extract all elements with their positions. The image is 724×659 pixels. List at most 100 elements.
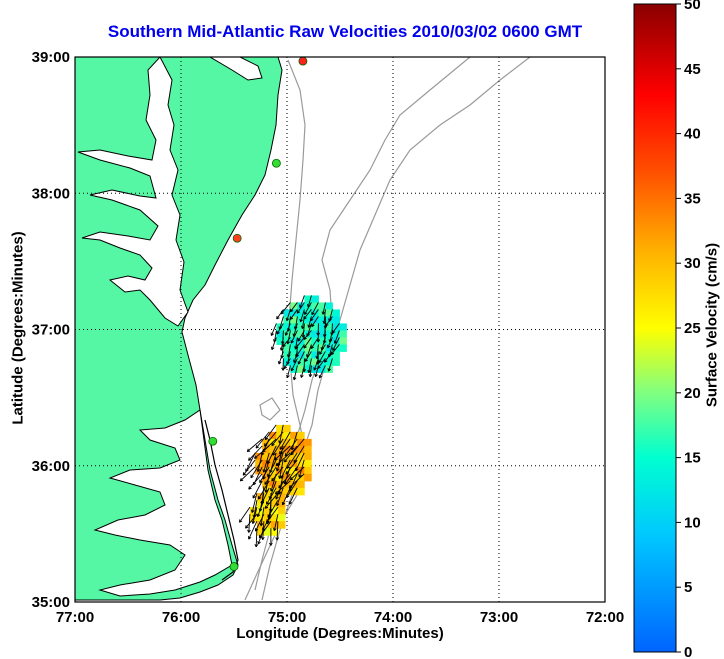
velocity-cell [339, 330, 347, 338]
vector-head [325, 322, 329, 327]
velocity-cell [270, 500, 279, 508]
velocity-cell [263, 493, 272, 501]
velocity-cell [304, 466, 312, 475]
velocity-vector [329, 330, 333, 343]
vector-head [300, 374, 304, 378]
velocity-cell [304, 473, 312, 482]
colorbar-tick-label: 15 [684, 450, 701, 467]
velocity-cell [332, 330, 340, 338]
station-marker[interactable] [298, 56, 308, 66]
station-marker[interactable] [271, 158, 281, 168]
velocity-vector [286, 480, 298, 498]
velocity-vector [276, 521, 279, 541]
x-tick-label: 75:00 [268, 609, 306, 626]
velocity-vector [278, 473, 291, 489]
vector-head [289, 308, 294, 313]
velocity-vector [257, 452, 263, 472]
velocity-vector [280, 302, 291, 315]
colorbar-tick-label: 25 [684, 320, 701, 337]
velocity-vector [279, 316, 284, 330]
vector-head [264, 489, 268, 493]
velocity-vector [239, 466, 256, 482]
velocity-cell [304, 337, 312, 345]
colorbar-tick-label: 10 [684, 514, 701, 531]
velocity-cell [283, 466, 291, 475]
velocity-cell [297, 309, 305, 317]
velocity-cell [325, 309, 333, 317]
velocity-vector [266, 487, 277, 505]
velocity-vector [306, 344, 312, 358]
vector-head [303, 345, 307, 349]
velocity-vector [287, 330, 291, 345]
velocity-vector [295, 452, 305, 472]
velocity-cell [269, 466, 277, 475]
velocity-vector [286, 365, 291, 378]
vector-head [266, 501, 270, 505]
velocity-cell [311, 337, 319, 345]
velocity-vector [263, 452, 270, 473]
vector-head [332, 329, 336, 334]
velocity-cell [290, 452, 298, 461]
velocity-cell [339, 323, 347, 331]
vector-head [276, 315, 280, 320]
station-marker[interactable] [232, 233, 242, 243]
velocity-cell [311, 344, 319, 352]
velocity-cell [277, 493, 286, 501]
velocity-vector [264, 492, 279, 509]
velocity-cell [325, 344, 333, 352]
velocity-cell [318, 302, 326, 310]
map-title: Southern Mid-Atlantic Raw Velocities 201… [107, 22, 583, 41]
velocity-vector [278, 351, 284, 365]
velocity-cell [318, 365, 326, 373]
velocity-cell [263, 521, 272, 529]
vector-head [288, 501, 293, 505]
vector-head [273, 527, 277, 531]
velocity-cell [269, 445, 277, 454]
velocity-vector [303, 309, 312, 320]
vector-head [257, 540, 261, 545]
velocity-cell [277, 521, 286, 529]
velocity-cell [290, 473, 298, 482]
velocity-vector [248, 473, 263, 490]
vector-head [294, 345, 299, 350]
velocity-vector [258, 520, 272, 539]
velocity-vector [273, 514, 279, 531]
vector-head [284, 458, 288, 463]
velocity-vector [293, 365, 298, 380]
velocity-cell [269, 452, 277, 461]
velocity-vector [297, 351, 305, 365]
velocity-cell [318, 351, 326, 359]
velocity-vector [308, 358, 312, 373]
velocity-vector [288, 487, 298, 505]
velocity-cell [283, 438, 291, 447]
velocity-vector [264, 466, 277, 485]
velocity-cell [297, 452, 305, 461]
station-marker[interactable] [229, 562, 239, 571]
colorbar-tick-label: 35 [684, 190, 701, 207]
velocity-vector [276, 309, 284, 320]
velocity-vector [289, 309, 298, 320]
x-tick-label: 73:00 [480, 609, 518, 626]
velocity-cell [304, 344, 312, 352]
vector-head [271, 442, 275, 447]
velocity-vector [310, 337, 319, 349]
vector-head [276, 331, 280, 335]
vector-head [298, 474, 302, 478]
velocity-vector [257, 500, 265, 517]
vector-head [297, 361, 302, 365]
vector-head [254, 455, 258, 459]
velocity-cell [277, 514, 286, 522]
velocity-cell [290, 466, 298, 475]
vector-head [251, 520, 256, 524]
velocity-cell [270, 521, 279, 529]
velocity-cell [276, 424, 284, 433]
vector-head [284, 481, 289, 485]
velocity-cell [283, 445, 291, 454]
velocity-cell [256, 514, 265, 522]
velocity-cell [283, 323, 291, 331]
velocity-cell [339, 337, 347, 345]
velocity-vector [310, 309, 319, 322]
station-marker[interactable] [208, 436, 218, 446]
velocity-cell [263, 528, 272, 536]
